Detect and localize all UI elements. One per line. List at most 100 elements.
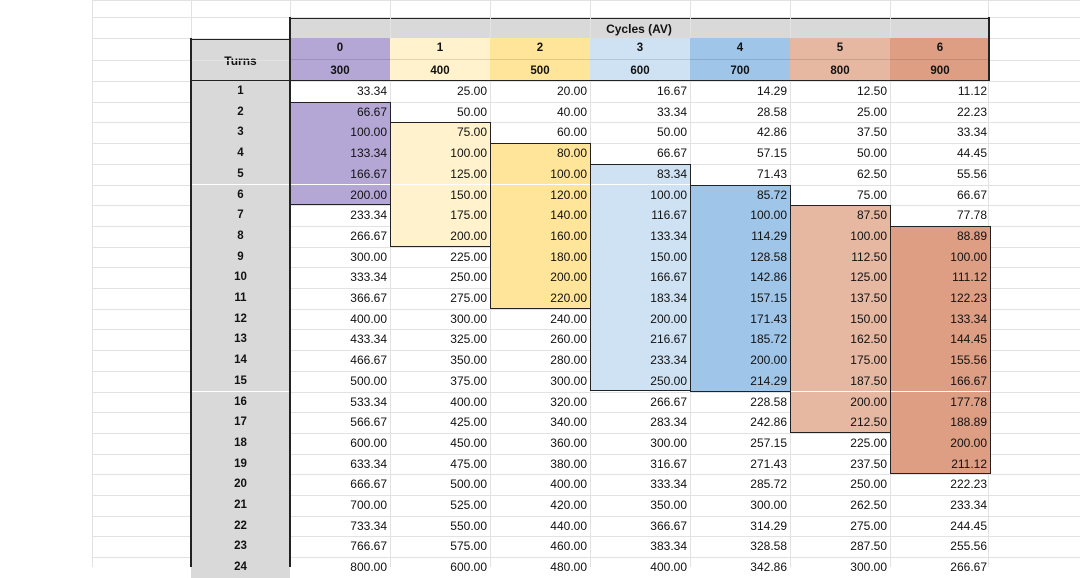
table-cell: 244.45 bbox=[950, 518, 987, 533]
gridline bbox=[92, 101, 1080, 103]
table-cell: 55.56 bbox=[956, 166, 987, 181]
row-header: 22 bbox=[191, 515, 290, 537]
table-cell: 400.00 bbox=[550, 477, 587, 492]
gridline bbox=[92, 0, 1080, 1]
table-cell: 166.67 bbox=[590, 267, 690, 288]
table-cell: 275.00 bbox=[450, 291, 487, 305]
row-header: 12 bbox=[191, 308, 290, 330]
column-av-header: 700 bbox=[690, 59, 790, 81]
table-cell: 214.29 bbox=[690, 370, 790, 392]
table-cell: 333.34 bbox=[650, 477, 687, 492]
table-cell: 111.12 bbox=[890, 267, 990, 288]
table-cell: 14.29 bbox=[756, 84, 787, 98]
table-cell: 328.58 bbox=[750, 539, 787, 554]
table-cell: 733.34 bbox=[350, 518, 387, 533]
table-cell: 500.00 bbox=[350, 373, 387, 388]
table-cell: 600.00 bbox=[450, 560, 487, 575]
table-cell: 400.00 bbox=[650, 560, 687, 575]
table-cell: 33.34 bbox=[956, 125, 987, 140]
table-cell: 350.00 bbox=[650, 498, 687, 512]
table-cell: 360.00 bbox=[550, 435, 587, 450]
table-cell: 128.58 bbox=[690, 246, 790, 268]
table-cell: 300.00 bbox=[350, 249, 387, 264]
table-cell: 255.56 bbox=[950, 539, 987, 554]
table-cell: 200.00 bbox=[290, 184, 390, 206]
table-cell: 57.15 bbox=[756, 146, 787, 161]
gridline bbox=[92, 0, 93, 567]
table-cell: 260.00 bbox=[550, 332, 587, 347]
table-cell: 266.67 bbox=[350, 228, 387, 243]
table-cell: 350.00 bbox=[450, 353, 487, 368]
table-cell: 140.00 bbox=[490, 205, 590, 226]
table-cell: 60.00 bbox=[556, 125, 587, 140]
table-cell: 300.00 bbox=[450, 311, 487, 326]
table-cell: 233.34 bbox=[590, 350, 690, 371]
table-cell: 12.50 bbox=[856, 84, 887, 98]
table-border-right bbox=[988, 17, 990, 81]
table-cell: 100.00 bbox=[790, 225, 890, 247]
table-cell: 33.34 bbox=[656, 104, 687, 119]
table-cell: 275.00 bbox=[850, 518, 887, 533]
table-cell: 180.00 bbox=[490, 246, 590, 268]
column-index-header: 6 bbox=[890, 38, 990, 59]
row-header: 14 bbox=[191, 350, 290, 371]
table-cell: 633.34 bbox=[350, 456, 387, 471]
gridline bbox=[92, 122, 1080, 124]
table-cell: 222.23 bbox=[950, 477, 987, 492]
table-cell: 87.50 bbox=[790, 205, 890, 226]
gridline bbox=[92, 557, 1080, 559]
table-cell: 200.00 bbox=[490, 267, 590, 288]
table-cell: 187.50 bbox=[790, 370, 890, 392]
table-cell: 100.00 bbox=[390, 143, 490, 164]
row-header: 15 bbox=[191, 370, 290, 392]
gridline bbox=[92, 515, 1080, 517]
column-index-header: 4 bbox=[690, 38, 790, 59]
gridline bbox=[92, 350, 1080, 352]
table-cell: 575.00 bbox=[450, 539, 487, 554]
table-cell: 266.67 bbox=[950, 560, 987, 575]
table-cell: 83.34 bbox=[590, 163, 690, 185]
table-cell: 262.50 bbox=[850, 498, 887, 512]
table-cell: 25.00 bbox=[856, 104, 887, 119]
table-cell: 450.00 bbox=[450, 435, 487, 450]
table-cell: 600.00 bbox=[350, 435, 387, 450]
row-header: 17 bbox=[191, 412, 290, 433]
table-cell: 200.00 bbox=[790, 391, 890, 413]
table-cell: 175.00 bbox=[790, 350, 890, 371]
table-border-left bbox=[190, 38, 192, 567]
row-header: 13 bbox=[191, 329, 290, 351]
table-cell: 271.43 bbox=[750, 456, 787, 471]
column-index-header: 0 bbox=[290, 38, 390, 59]
table-cell: 380.00 bbox=[550, 456, 587, 471]
table-cell: 77.78 bbox=[956, 208, 987, 223]
table-cell: 80.00 bbox=[490, 143, 590, 164]
table-cell: 160.00 bbox=[490, 225, 590, 247]
table-cell: 66.67 bbox=[290, 101, 390, 123]
row-header: 10 bbox=[191, 267, 290, 288]
gridline bbox=[92, 308, 1080, 310]
gridline bbox=[92, 17, 1080, 18]
table-cell: 50.00 bbox=[856, 146, 887, 161]
table-cell: 433.34 bbox=[350, 332, 387, 347]
table-cell: 177.78 bbox=[890, 391, 990, 413]
table-cell: 116.67 bbox=[590, 205, 690, 226]
table-cell: 533.34 bbox=[350, 394, 387, 409]
table-cell: 50.00 bbox=[456, 104, 487, 119]
table-cell: 166.67 bbox=[290, 163, 390, 185]
table-cell: 420.00 bbox=[550, 498, 587, 512]
table-cell: 700.00 bbox=[350, 498, 387, 512]
table-cell: 550.00 bbox=[450, 518, 487, 533]
row-header: 3 bbox=[191, 122, 290, 144]
table-cell: 250.00 bbox=[850, 477, 887, 492]
table-cell: 40.00 bbox=[556, 104, 587, 119]
table-cell: 466.67 bbox=[350, 353, 387, 368]
gridline bbox=[92, 412, 1080, 414]
table-cell: 242.86 bbox=[750, 415, 787, 430]
table-cell: 114.29 bbox=[690, 225, 790, 247]
row-header: 18 bbox=[191, 432, 290, 454]
table-cell: 125.00 bbox=[790, 267, 890, 288]
table-cell: 133.34 bbox=[290, 143, 390, 164]
table-cell: 183.34 bbox=[590, 288, 690, 309]
row-header: 11 bbox=[191, 288, 290, 309]
table-cell: 320.00 bbox=[550, 394, 587, 409]
